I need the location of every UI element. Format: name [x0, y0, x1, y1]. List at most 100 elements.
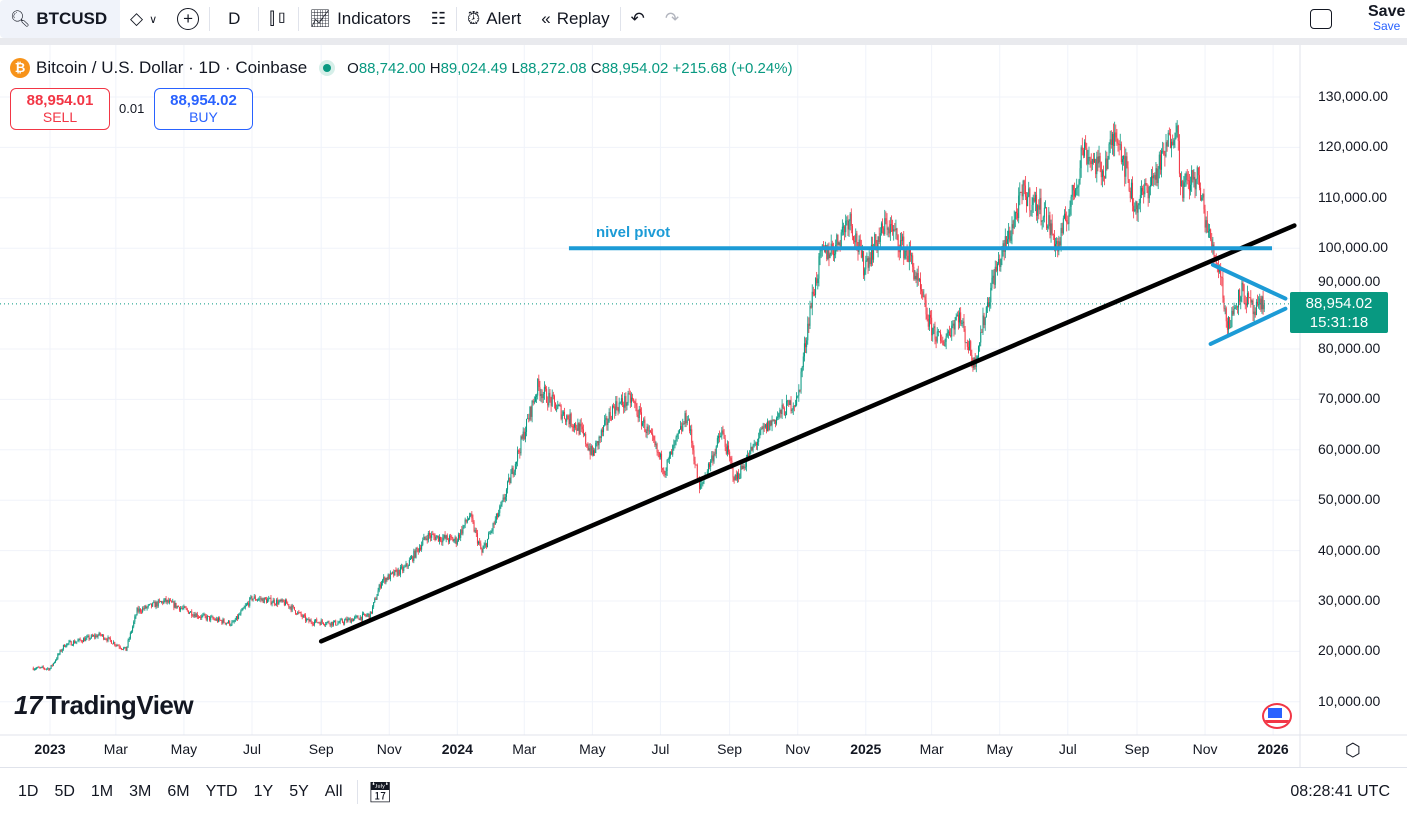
candle-body — [624, 396, 626, 408]
candle-body — [1168, 132, 1170, 135]
candle-body — [908, 248, 910, 262]
candle-body — [515, 461, 517, 465]
compare-dropdown[interactable]: ◇ ∨ — [120, 0, 167, 38]
candle-body — [46, 668, 48, 670]
goto-date-icon[interactable]: 📅︎ — [367, 781, 393, 804]
sell-button[interactable]: 88,954.01 SELL — [10, 88, 110, 130]
candle-body — [241, 608, 243, 612]
candle-body — [414, 550, 416, 558]
candle-body — [719, 436, 721, 438]
candle-body — [576, 428, 578, 431]
candle-body — [382, 580, 384, 583]
range-1m[interactable]: 1M — [90, 783, 114, 800]
candle-body — [177, 605, 179, 607]
candle-body — [733, 477, 735, 481]
settings-icon[interactable]: ⬡ — [1345, 740, 1361, 760]
candle-body — [845, 220, 847, 233]
fullscreen-button[interactable] — [1300, 0, 1342, 38]
candle-body — [849, 213, 851, 222]
candle-body — [847, 220, 849, 230]
candle-body — [1253, 311, 1255, 315]
candle-body — [308, 618, 310, 622]
candle-body — [514, 464, 516, 472]
symbol-search[interactable]: 🔍︎ BTCUSD — [0, 0, 120, 38]
candle-body — [754, 443, 756, 445]
candle-body — [273, 599, 275, 605]
range-all[interactable]: All — [324, 783, 343, 800]
candle-body — [473, 522, 475, 532]
candle-body — [1056, 241, 1058, 245]
candle-body — [955, 316, 957, 321]
range-5d[interactable]: 5D — [54, 783, 75, 800]
range-ytd[interactable]: YTD — [205, 783, 238, 800]
layouts-button[interactable]: ☷ — [421, 0, 456, 38]
range-6m[interactable]: 6M — [167, 783, 190, 800]
replay-button[interactable]: «Replay — [541, 9, 610, 28]
candle-body — [398, 569, 400, 575]
candle-body — [1099, 156, 1101, 163]
chart-pane[interactable]: nivel pivot — [0, 45, 1407, 767]
candle-body — [84, 638, 86, 642]
alert-button[interactable]: ⏰︎ Alert — [467, 9, 522, 28]
save-button[interactable]: Save Save — [1368, 3, 1406, 34]
candle-body — [465, 519, 467, 522]
candle-body — [1078, 180, 1080, 187]
candle-body — [560, 405, 562, 419]
candle-body — [686, 420, 688, 424]
candle-body — [1071, 184, 1073, 197]
candle-body — [918, 278, 920, 281]
y-tick-label: 30,000.00 — [1318, 592, 1381, 608]
candle-body — [684, 413, 686, 424]
clock[interactable]: 08:28:41 UTC — [1290, 783, 1390, 800]
range-1y[interactable]: 1Y — [253, 783, 274, 800]
candle-body — [557, 405, 559, 409]
candle-body — [157, 600, 159, 607]
candle-body — [337, 622, 339, 625]
candle-body — [740, 465, 742, 479]
candle-body — [658, 452, 660, 458]
buy-button[interactable]: 88,954.02 BUY — [154, 88, 253, 130]
candle-body — [925, 300, 927, 315]
spread-value: 0.01 — [119, 101, 145, 116]
candle-body — [252, 598, 254, 601]
candle-body — [778, 413, 780, 417]
candle-body — [412, 556, 414, 561]
interval-button[interactable]: D — [228, 9, 241, 28]
tv-logo-icon: 17 — [14, 690, 42, 720]
candle-body — [595, 443, 597, 454]
range-1d[interactable]: 1D — [18, 783, 39, 800]
candle-body — [866, 258, 868, 261]
candle-body — [996, 263, 998, 271]
price-chart[interactable]: nivel pivot — [0, 45, 1407, 767]
candle-body — [1171, 141, 1173, 148]
candle-body — [1039, 198, 1041, 210]
candle-body — [236, 616, 238, 619]
candle-body — [1110, 139, 1112, 145]
candle-body — [369, 611, 371, 618]
candle-body — [1190, 184, 1192, 191]
candle-body — [776, 417, 778, 424]
candle-body — [1017, 213, 1019, 219]
indicators-button[interactable]: 📈︎ Indicators — [309, 9, 411, 28]
candle-body — [1022, 180, 1024, 197]
add-symbol-button[interactable]: + — [167, 0, 209, 38]
candle-body — [623, 404, 625, 408]
undo-button[interactable]: ↶ — [621, 0, 655, 38]
candle-body — [675, 437, 677, 441]
chevron-down-icon: ∨ — [149, 13, 158, 26]
candle-body — [130, 631, 132, 633]
candle-body — [860, 246, 862, 258]
range-3m[interactable]: 3M — [129, 783, 152, 800]
redo-button[interactable]: ↷ — [655, 0, 689, 38]
candle-body — [454, 537, 456, 541]
us-flag-icon[interactable] — [1262, 703, 1292, 729]
candle-body — [677, 432, 679, 434]
candle-body — [707, 463, 709, 472]
chart-type-button[interactable]: ⫿▯ — [259, 0, 298, 38]
candle-body — [509, 477, 511, 484]
candle-body — [691, 429, 693, 443]
candle-body — [1032, 197, 1034, 205]
candle-body — [1065, 213, 1067, 221]
candle-body — [384, 577, 386, 583]
range-5y[interactable]: 5Y — [289, 783, 309, 800]
